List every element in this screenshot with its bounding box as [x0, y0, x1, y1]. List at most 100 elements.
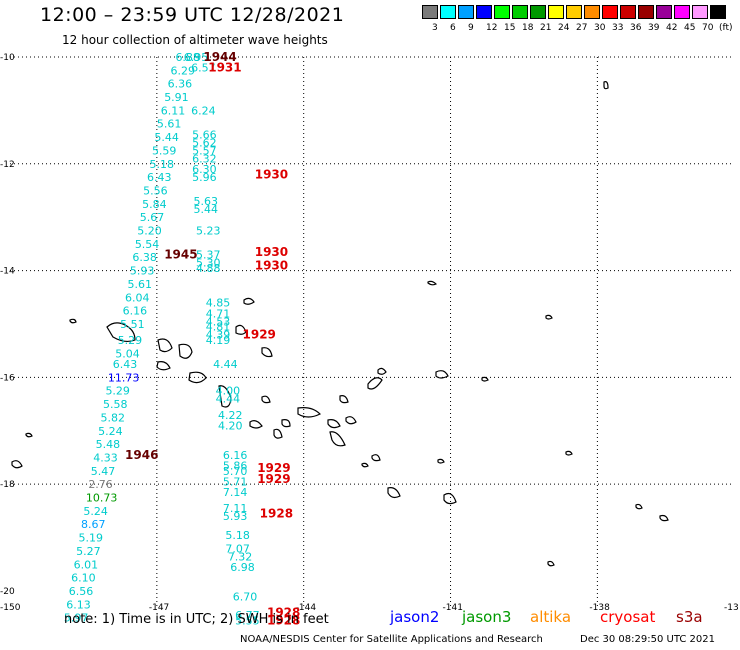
legend-swatch — [692, 5, 708, 19]
generation-timestamp: Dec 30 08:29:50 UTC 2021 — [580, 634, 715, 645]
wave-height-value: 5.54 — [135, 238, 160, 251]
island — [635, 503, 643, 510]
pass-time-label: 1946 — [125, 448, 158, 462]
legend-swatch — [674, 5, 690, 19]
island — [156, 361, 171, 371]
island — [345, 416, 357, 425]
wave-height-value: 5.67 — [140, 211, 165, 224]
island — [481, 376, 489, 382]
island — [545, 314, 553, 320]
satellite-cryosat: cryosat — [600, 608, 656, 626]
legend-swatch — [530, 5, 546, 19]
wave-height-value: 4.33 — [93, 451, 118, 464]
longitude-tick-label: -150 — [0, 603, 21, 613]
chart-subtitle: 12 hour collection of altimeter wave hei… — [62, 33, 328, 47]
wave-height-value: 5.51 — [120, 318, 145, 331]
legend-label: 30 — [594, 23, 606, 33]
legend-label: 36 — [630, 23, 642, 33]
island — [327, 419, 341, 429]
wave-height-value: 6.70 — [233, 590, 257, 603]
wave-height-value: 4.00 — [216, 385, 241, 398]
wave-height-value: 5.23 — [196, 225, 221, 238]
legend-label: 24 — [558, 23, 570, 33]
wave-height-value: 6.16 — [123, 305, 148, 318]
island — [69, 318, 77, 324]
map-note: note: 1) Time is in UTC; 2) SWH is in fe… — [64, 612, 329, 627]
wave-height-value: 4.53 — [206, 315, 231, 328]
island — [261, 347, 273, 358]
island — [243, 297, 255, 305]
wave-height-value: 5.19 — [79, 532, 104, 545]
wave-height-value: 5.56 — [143, 184, 168, 197]
island — [249, 420, 263, 429]
island — [261, 395, 271, 404]
legend-unit: (ft) — [719, 23, 733, 33]
island — [367, 377, 383, 390]
pass-time-label: 1930 — [255, 245, 288, 259]
wave-height-value: 6.24 — [191, 104, 216, 117]
island — [437, 458, 445, 464]
wave-height-value: 5.24 — [83, 505, 108, 518]
pass-time-label: 1931 — [208, 61, 241, 75]
wave-height-value: 5.48 — [96, 438, 121, 451]
island — [547, 560, 555, 567]
wave-height-value: 6.98 — [230, 561, 255, 574]
wave-height-value: 4.39 — [206, 329, 231, 342]
wave-height-value: 4.22 — [218, 409, 243, 422]
island — [377, 367, 387, 375]
legend-swatch — [512, 5, 528, 19]
wave-height-value: 6.77 — [235, 609, 260, 622]
pass-time-label: 1928 — [267, 613, 300, 627]
island — [443, 492, 457, 505]
legend-swatch — [602, 5, 618, 19]
wave-height-value: 5.47 — [91, 465, 116, 478]
wave-height-value: 7.14 — [223, 486, 248, 499]
wave-height-value: 5.71 — [223, 476, 248, 489]
latitude-tick-label: -18 — [0, 480, 15, 490]
wave-height-value: 6.38 — [132, 251, 157, 264]
wave-height-value: 5.44 — [194, 203, 219, 216]
wave-height-value: 5.61 — [127, 278, 152, 291]
wave-height-value: 7.32 — [228, 550, 253, 563]
wave-height-value: 6.36 — [168, 78, 193, 91]
legend-label: 70 — [702, 23, 714, 33]
island — [371, 454, 381, 462]
wave-height-observations: 6.886.956.576.296.365.916.11 6.24 5.61 5.66… — [64, 51, 260, 627]
wave-height-value: 4.19 — [206, 334, 231, 347]
island — [329, 431, 346, 447]
legend-swatch — [548, 5, 564, 19]
island — [387, 487, 401, 499]
wave-height-value: 5.82 — [101, 411, 126, 424]
wave-height-value: 6.04 — [125, 291, 150, 304]
wave-height-value: 5.29 — [118, 334, 143, 347]
wave-height-value: 6.95 — [184, 51, 209, 64]
wave-height-value: 5.59 — [152, 144, 177, 157]
legend-label: 45 — [684, 23, 696, 33]
legend-label: 18 — [522, 23, 534, 33]
wave-height-value: 4.88 — [196, 262, 221, 275]
island — [281, 419, 291, 428]
latitude-tick-label: -14 — [0, 267, 15, 277]
legend-swatch — [440, 5, 456, 19]
wave-height-value: 5.86 — [223, 459, 248, 472]
wave-height-value: 6.16 — [223, 449, 248, 462]
wave-height-value: 5.44 — [154, 131, 179, 144]
island — [25, 432, 33, 438]
latitude-tick-label: -20 — [0, 587, 15, 597]
wave-height-value: 6.10 — [71, 572, 96, 585]
legend-swatch — [476, 5, 492, 19]
wave-height-value: 6.29 — [171, 64, 196, 77]
wave-height-value: 4.44 — [216, 393, 241, 406]
wave-height-value: 5.24 — [98, 425, 123, 438]
pass-time-label: 1929 — [257, 472, 290, 486]
wave-height-value: 5.37 — [196, 249, 221, 262]
wave-height-value: 6.01 — [74, 558, 99, 571]
legend-label: 6 — [450, 23, 456, 33]
wave-height-value: 7.11 — [223, 502, 248, 515]
wave-height-value: 6.88 — [175, 51, 200, 64]
island — [188, 371, 207, 384]
wave-height-value: 10.73 — [86, 492, 118, 505]
chart-title: 12:00 – 23:59 UTC 12/28/2021 — [40, 4, 345, 26]
pass-time-label: 1930 — [255, 258, 288, 272]
